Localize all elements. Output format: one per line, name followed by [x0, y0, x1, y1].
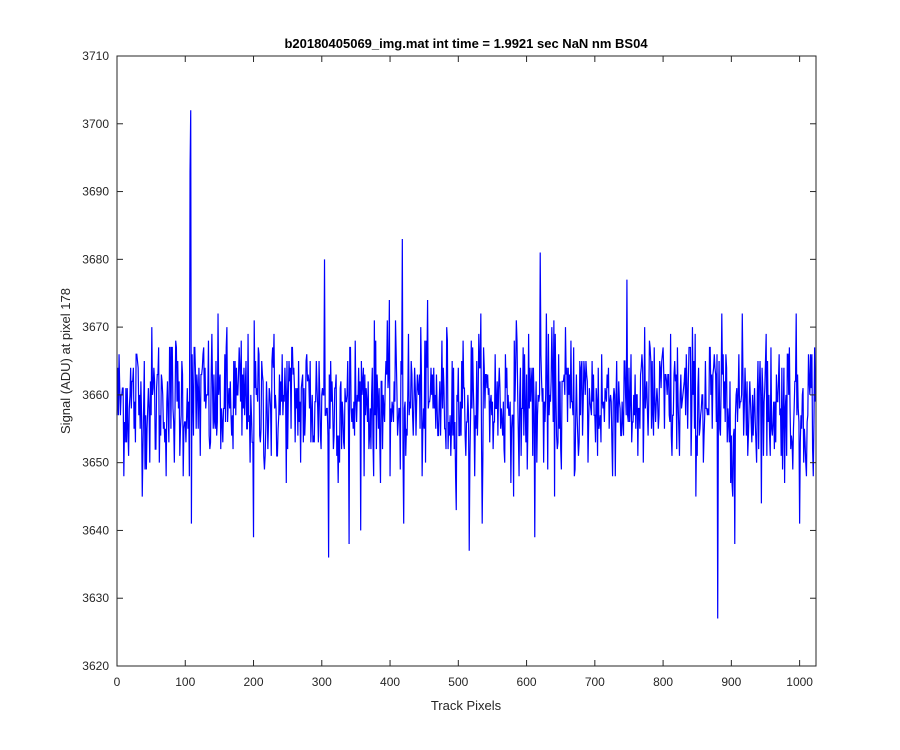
chart-title: b20180405069_img.mat int time = 1.9921 s… — [284, 36, 648, 51]
y-tick-label: 3690 — [82, 185, 109, 199]
x-tick-label: 300 — [312, 675, 332, 689]
y-tick-label: 3640 — [82, 523, 109, 537]
x-tick-label: 600 — [517, 675, 537, 689]
series-line — [116, 110, 816, 619]
x-axis-label: Track Pixels — [431, 698, 502, 713]
y-tick-label: 3680 — [82, 252, 109, 266]
plot-area — [117, 56, 816, 666]
x-tick-label: 100 — [175, 675, 195, 689]
y-tick-label: 3630 — [82, 591, 109, 605]
x-tick-label: 800 — [653, 675, 673, 689]
y-tick-label: 3670 — [82, 320, 109, 334]
y-tick-label: 3660 — [82, 388, 109, 402]
ticks-layer: 0 100 200 300 400 500 600 700 800 900 1000 3620 3630… — [82, 49, 816, 689]
y-tick-label: 3700 — [82, 117, 109, 131]
y-axis-label: Signal (ADU) at pixel 178 — [58, 288, 73, 434]
y-tick-label: 3710 — [82, 49, 109, 63]
series-layer — [116, 110, 816, 619]
x-tick-label: 700 — [585, 675, 605, 689]
x-tick-label: 500 — [448, 675, 468, 689]
y-tick-label: 3620 — [82, 659, 109, 673]
x-tick-label: 200 — [244, 675, 264, 689]
x-tick-label: 1000 — [786, 675, 813, 689]
y-tick-label: 3650 — [82, 456, 109, 470]
axes-box — [116, 55, 817, 667]
x-tick-label: 900 — [721, 675, 741, 689]
x-tick-label: 400 — [380, 675, 400, 689]
x-tick-label: 0 — [114, 675, 121, 689]
